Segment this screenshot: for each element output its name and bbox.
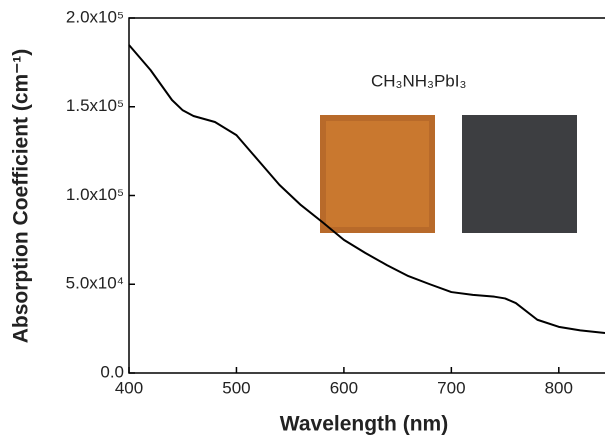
photo-film-dark: [462, 115, 577, 233]
x-axis-title: Wavelength (nm): [280, 413, 448, 436]
x-tick-label: 600: [330, 378, 358, 397]
y-tick-label: 5.0x10⁴: [66, 274, 124, 293]
y-tick-label: 1.0x10⁵: [66, 185, 124, 204]
annotation: CH₃NH₃PbI₃: [371, 71, 466, 90]
y-tick-label: 1.5x10⁵: [66, 96, 124, 115]
y-axis-title: Absorption Coefficient (cm⁻¹): [10, 49, 33, 344]
x-tick-label: 700: [437, 378, 465, 397]
x-tick-label: 500: [222, 378, 250, 397]
x-tick-label: 800: [545, 378, 573, 397]
x-tick-label: 400: [115, 378, 143, 397]
y-tick-label: 0.0: [100, 362, 124, 381]
y-tick-label: 2.0x10⁵: [66, 7, 124, 26]
photo-film-orange-inner: [326, 121, 429, 227]
data-line: [128, 44, 605, 335]
